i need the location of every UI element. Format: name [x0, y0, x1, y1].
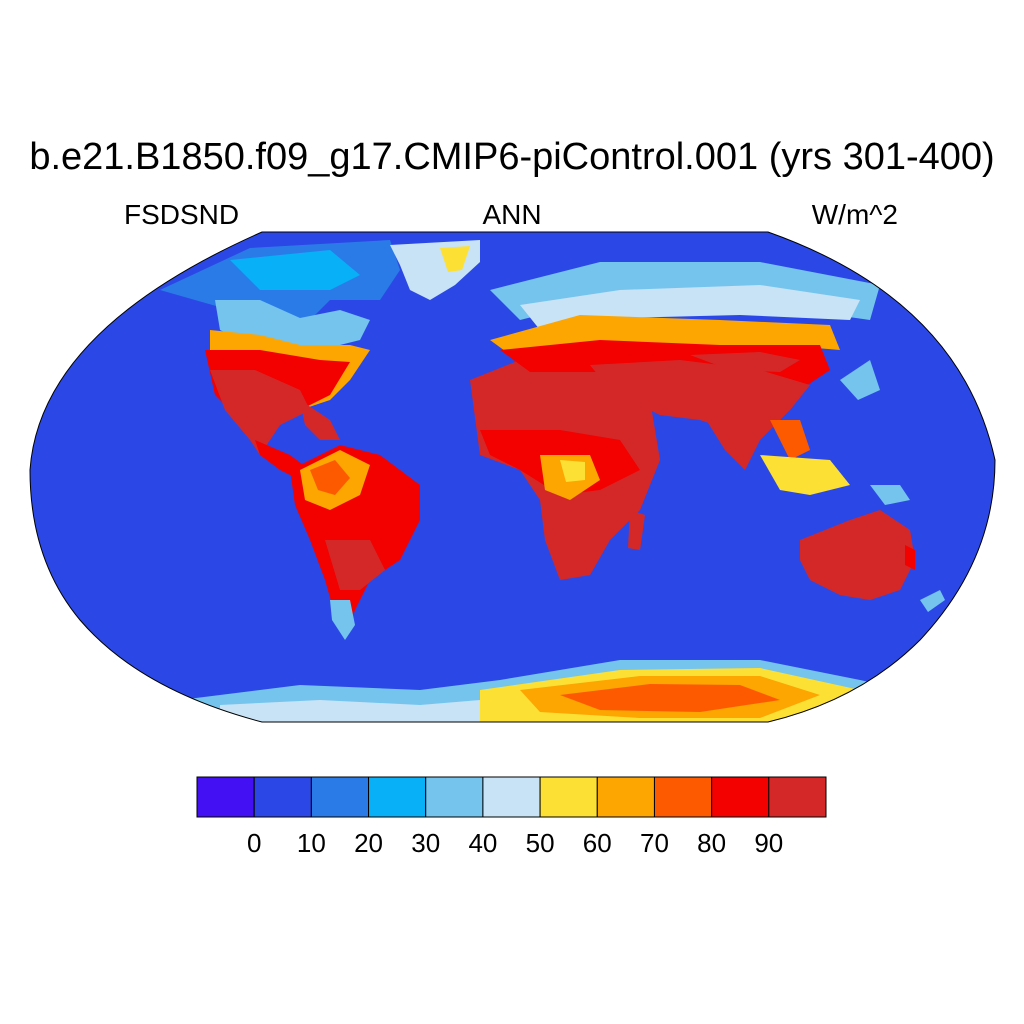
colorbar-swatch-0: [196, 776, 255, 818]
colorbar-label: 30: [411, 828, 440, 858]
map-border: [29, 231, 996, 723]
colorbar-label: 0: [247, 828, 261, 858]
south-america: [290, 445, 420, 640]
colorbar-label: 70: [640, 828, 669, 858]
antarctica: [180, 660, 950, 722]
colorbar-label: 80: [697, 828, 726, 858]
variable-label: FSDSND: [124, 199, 240, 230]
colorbar-label: 20: [354, 828, 383, 858]
eurasia: [490, 262, 910, 505]
units-label: W/m^2: [811, 199, 898, 230]
australia: [800, 510, 945, 612]
season-label: ANN: [482, 199, 542, 230]
colorbar-swatch-2: [310, 776, 370, 818]
colorbar-label: 60: [583, 828, 612, 858]
africa: [470, 360, 660, 580]
colorbar-label: 90: [754, 828, 783, 858]
colorbar-swatch-5: [482, 776, 541, 818]
colorbar-swatch-4: [425, 776, 484, 818]
colorbar-swatch-7: [596, 776, 655, 818]
colorbar-swatch-10: [768, 776, 827, 818]
colorbar-swatch-6: [539, 776, 598, 818]
colorbar-swatch-8: [653, 776, 713, 818]
north-america: [160, 240, 400, 480]
colorbar-label: 50: [526, 828, 555, 858]
page-title: b.e21.B1850.f09_g17.CMIP6-piControl.001 …: [29, 136, 995, 178]
colorbar-swatch-1: [253, 776, 312, 818]
colorbar-label: 40: [468, 828, 497, 858]
colorbar-swatch-3: [368, 776, 427, 818]
colorbar-label: 10: [297, 828, 326, 858]
colorbar-swatch-9: [711, 776, 770, 818]
greenland: [390, 240, 480, 300]
